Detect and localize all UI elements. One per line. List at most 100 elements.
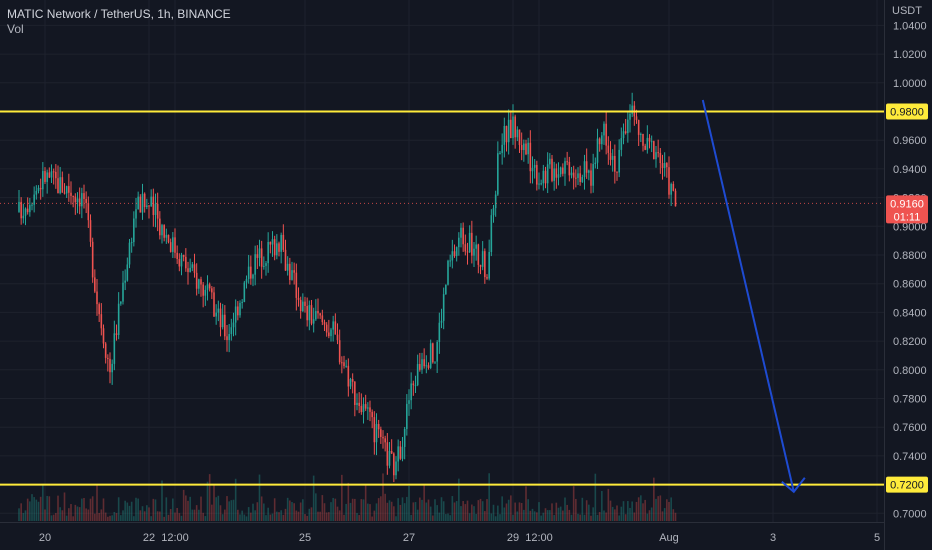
volume-bar <box>217 495 220 521</box>
volume-bar <box>663 508 666 521</box>
volume-bar <box>330 502 332 521</box>
candle-body <box>455 247 458 257</box>
overlay-layer <box>0 99 884 494</box>
candle-body <box>161 225 163 236</box>
candle-body <box>399 446 402 459</box>
candle-body <box>390 450 393 454</box>
volume-bar <box>503 507 506 521</box>
candle-body <box>449 260 451 262</box>
candle-body <box>33 194 35 205</box>
candle-body <box>445 284 447 295</box>
candle-body <box>185 256 187 269</box>
volume-bar <box>185 495 187 521</box>
volume-bar <box>468 513 471 521</box>
volume-bar <box>111 515 113 521</box>
candle-body <box>631 105 633 114</box>
volume-bar <box>572 486 575 521</box>
volume-bar <box>254 510 256 521</box>
candle-body <box>321 315 324 323</box>
volume-bar <box>401 497 404 521</box>
candle-body <box>315 311 317 320</box>
candle-body <box>126 264 129 281</box>
candle-body <box>165 234 168 238</box>
candle-body <box>505 125 508 143</box>
candle-body <box>501 144 503 153</box>
candle-body <box>401 446 404 459</box>
volume-bar <box>356 513 358 521</box>
volume-bar <box>644 499 646 521</box>
candle-body <box>198 279 200 289</box>
candle-body <box>137 196 139 210</box>
candle-body <box>135 209 137 219</box>
candle-body <box>412 383 415 386</box>
candle-body <box>169 242 172 252</box>
volume-bar <box>267 507 269 521</box>
candle-body <box>319 313 321 316</box>
candle-body <box>542 170 545 184</box>
candle-body <box>24 208 27 216</box>
volume-bar <box>159 511 161 521</box>
candle-body <box>124 280 126 283</box>
candle-body <box>607 145 610 153</box>
candle-body <box>672 183 675 191</box>
volume-bar <box>668 501 670 521</box>
candle-body <box>276 243 278 256</box>
volume-bar <box>167 514 170 521</box>
time-tick-label: 20 <box>39 532 51 544</box>
candle-body <box>468 232 471 253</box>
volume-bar <box>585 500 588 521</box>
volume-indicator-label[interactable]: Vol <box>7 22 24 36</box>
volume-bar <box>490 513 493 521</box>
price-tick-label: 0.7600 <box>893 422 927 434</box>
candle-body <box>221 314 224 328</box>
candle-body <box>640 133 642 135</box>
volume-bar <box>674 512 677 521</box>
volume-bar <box>568 509 571 521</box>
volume-bar <box>126 502 129 521</box>
price-tick-label: 0.8600 <box>893 279 927 291</box>
candle-body <box>525 143 527 155</box>
candle-body <box>146 205 148 208</box>
volume-bar <box>672 509 675 521</box>
candle-body <box>380 429 382 437</box>
candle-body <box>98 304 100 315</box>
candle-body <box>408 400 410 404</box>
volume-bar <box>208 474 211 521</box>
volume-bar <box>74 504 77 521</box>
candle-body <box>70 192 72 196</box>
price-tick-label: 0.7400 <box>893 451 927 463</box>
time-tick-label: 3 <box>770 532 776 544</box>
candle-body <box>89 220 92 242</box>
volume-bar <box>224 509 226 521</box>
candle-body <box>187 268 189 273</box>
volume-bar <box>666 499 668 521</box>
candle-body <box>596 138 599 163</box>
volume-bar <box>523 509 525 521</box>
candle-body <box>371 411 373 418</box>
volume-bar <box>380 496 382 521</box>
candle-body <box>637 120 640 135</box>
volume-bar <box>312 475 315 521</box>
price-tick-label: 0.9400 <box>893 164 927 176</box>
candle-layer[interactable] <box>18 92 677 483</box>
volume-bar <box>226 496 228 521</box>
candle-body <box>247 266 250 280</box>
volume-bar <box>20 503 22 521</box>
price-tick-label: 1.0400 <box>893 20 927 32</box>
price-tick-label: 0.8000 <box>893 365 927 377</box>
volume-bar <box>187 500 189 521</box>
candle-body <box>35 190 38 195</box>
candle-body <box>494 194 497 209</box>
symbol-title[interactable]: MATIC Network / TetherUS, 1h, BINANCE <box>7 7 231 21</box>
volume-bar <box>319 511 321 521</box>
volume-bar <box>265 515 267 521</box>
price-tick-label: 0.8800 <box>893 250 927 262</box>
candle-body <box>347 365 350 387</box>
support-badge <box>886 476 928 493</box>
volume-bar <box>63 492 66 521</box>
candle-body <box>191 264 194 268</box>
candle-body <box>252 274 254 279</box>
volume-bar <box>182 489 185 521</box>
